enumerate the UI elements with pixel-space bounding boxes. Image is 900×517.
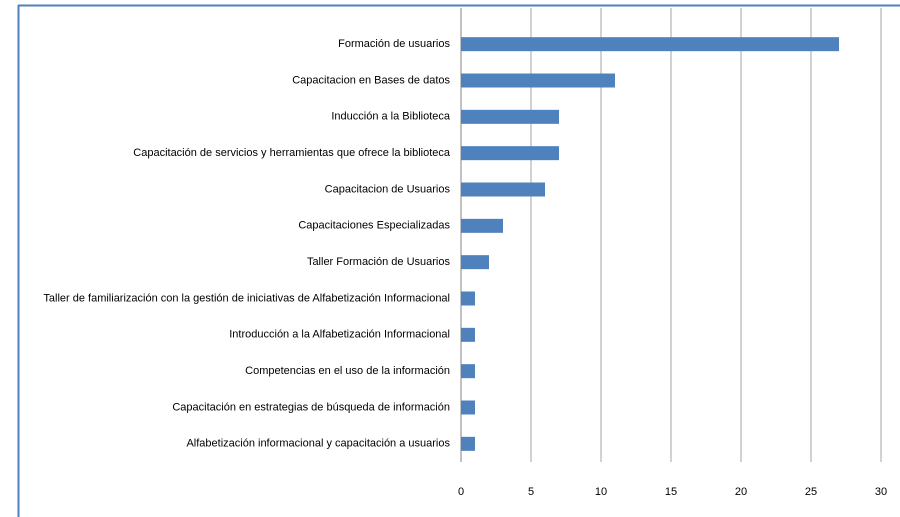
bar (461, 109, 559, 124)
x-tick-label: 30 (875, 486, 887, 498)
bar (461, 255, 489, 270)
y-tick-label: Capacitaciones Especializadas (298, 220, 450, 232)
x-tick-label: 5 (528, 486, 534, 498)
y-tick-label: Taller Formación de Usuarios (307, 256, 451, 268)
y-tick-label: Capacitación de servicios y herramientas… (133, 147, 451, 159)
x-tick-label: 20 (735, 486, 747, 498)
bar (461, 327, 475, 342)
y-tick-label: Taller de familiarización con la gestión… (43, 292, 450, 304)
bar (461, 364, 475, 379)
bar (461, 146, 559, 161)
x-tick-label: 25 (805, 486, 817, 498)
y-tick-label: Competencias en el uso de la información (245, 365, 450, 377)
y-tick-label: Inducción a la Biblioteca (331, 111, 451, 123)
bar (461, 182, 545, 197)
bar (461, 37, 839, 52)
bar (461, 218, 503, 233)
bar (461, 400, 475, 415)
x-tick-label: 0 (458, 486, 464, 498)
y-tick-label: Formación de usuarios (338, 38, 450, 50)
y-tick-label: Alfabetización informacional y capacitac… (186, 438, 450, 450)
x-tick-label: 10 (595, 486, 607, 498)
bar (461, 73, 615, 88)
y-tick-label: Capacitacion en Bases de datos (292, 74, 450, 86)
bar (461, 291, 475, 306)
y-tick-label: Introducción a la Alfabetización Informa… (229, 329, 450, 341)
y-tick-label: Capacitacion de Usuarios (325, 183, 451, 195)
y-tick-label: Capacitación en estrategias de búsqueda … (172, 401, 450, 413)
bar (461, 436, 475, 451)
x-tick-label: 15 (665, 486, 677, 498)
